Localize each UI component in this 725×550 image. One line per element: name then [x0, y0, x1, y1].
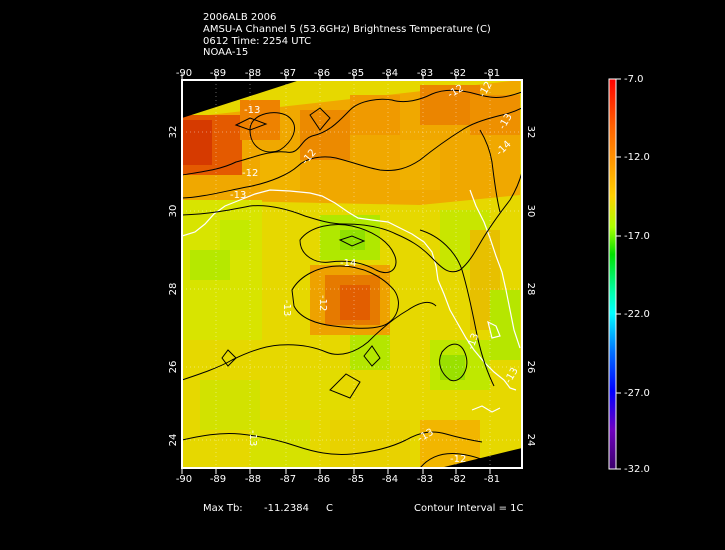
lon-tick-label: -83 — [417, 68, 433, 79]
tick-marks — [181, 74, 491, 474]
coastline — [182, 189, 521, 413]
lat-tick-label: 32 — [168, 126, 179, 139]
colorbar-label: -7.0 — [624, 74, 644, 85]
lon-tick-label: -86 — [314, 68, 330, 79]
lat-labels-left: 32 30 28 26 24 — [168, 126, 179, 447]
contour-label: -14 — [340, 258, 356, 269]
contour-label: -13 — [247, 430, 258, 446]
lon-tick-label: -90 — [176, 68, 192, 79]
colorbar — [608, 78, 617, 470]
lon-tick-label: -90 — [176, 474, 192, 485]
lon-tick-label: -85 — [348, 474, 364, 485]
contour-label: -12 — [450, 454, 466, 465]
colorbar-label: -22.0 — [624, 309, 650, 320]
contour-label: -13 — [281, 300, 292, 316]
contour-label: -13 — [244, 105, 260, 116]
lat-tick-label: 26 — [525, 361, 536, 374]
colorbar-label: -27.0 — [624, 388, 650, 399]
lon-labels-top: -90 -89 -88 -87 -86 -85 -84 -83 -82 -81 — [176, 68, 500, 79]
max-tb-value: -11.2384 — [264, 503, 309, 514]
title-line-4: NOAA-15 — [203, 47, 249, 58]
lat-tick-label: 30 — [525, 205, 536, 218]
lat-tick-label: 30 — [168, 205, 179, 218]
lon-tick-label: -89 — [210, 68, 226, 79]
colorbar-label: -17.0 — [624, 231, 650, 242]
colorbar-label: -32.0 — [624, 464, 650, 475]
lat-tick-label: 26 — [168, 361, 179, 374]
contour-label: -13 — [230, 190, 246, 201]
lon-tick-label: -88 — [245, 68, 261, 79]
lon-tick-label: -82 — [450, 68, 466, 79]
title-line-3: 0612 Time: 2254 UTC — [203, 36, 312, 47]
lat-tick-label: 28 — [168, 283, 179, 296]
lon-tick-label: -86 — [314, 474, 330, 485]
colorbar-ticks — [616, 78, 621, 470]
lon-tick-label: -83 — [417, 474, 433, 485]
contour-interval: Contour Interval = 1C — [414, 503, 524, 514]
lat-lon-grid — [182, 80, 522, 468]
lon-tick-label: -84 — [382, 68, 398, 79]
colorbar-label: -12.0 — [624, 152, 650, 163]
lon-tick-label: -81 — [484, 474, 500, 485]
lon-tick-label: -89 — [210, 474, 226, 485]
lon-labels-bottom: -90 -89 -88 -87 -86 -85 -84 -83 -82 -81 — [176, 474, 500, 485]
lat-tick-label: 24 — [525, 434, 536, 447]
brightness-field — [182, 80, 522, 468]
lat-tick-label: 28 — [525, 283, 536, 296]
contour-label: -12 — [317, 295, 328, 311]
contour-label: -13 — [465, 332, 481, 351]
lat-labels-right: 32 30 28 26 24 — [525, 126, 536, 447]
lon-tick-label: -87 — [280, 68, 296, 79]
contour-lines — [182, 89, 522, 468]
title-line-2: AMSU-A Channel 5 (53.6GHz) Brightness Te… — [203, 24, 491, 35]
contour-label-layer: -13 -12 -12 -12 -13 -12 -14 -14 -13 -12 … — [230, 80, 521, 465]
lon-tick-label: -82 — [450, 474, 466, 485]
max-tb-label: Max Tb: — [203, 503, 243, 514]
colorbar-labels: -7.0 -12.0 -17.0 -22.0 -27.0 -32.0 — [624, 74, 650, 475]
plot-frame — [181, 79, 523, 469]
lat-tick-label: 24 — [168, 434, 179, 447]
lon-tick-label: -85 — [348, 68, 364, 79]
lon-tick-label: -88 — [245, 474, 261, 485]
max-tb-unit: C — [326, 503, 333, 514]
lon-tick-label: -81 — [484, 68, 500, 79]
lon-tick-label: -87 — [280, 474, 296, 485]
title-line-1: 2006ALB 2006 — [203, 12, 277, 23]
lon-tick-label: -84 — [382, 474, 398, 485]
lat-tick-label: 32 — [525, 126, 536, 139]
contour-label: -12 — [242, 168, 258, 179]
